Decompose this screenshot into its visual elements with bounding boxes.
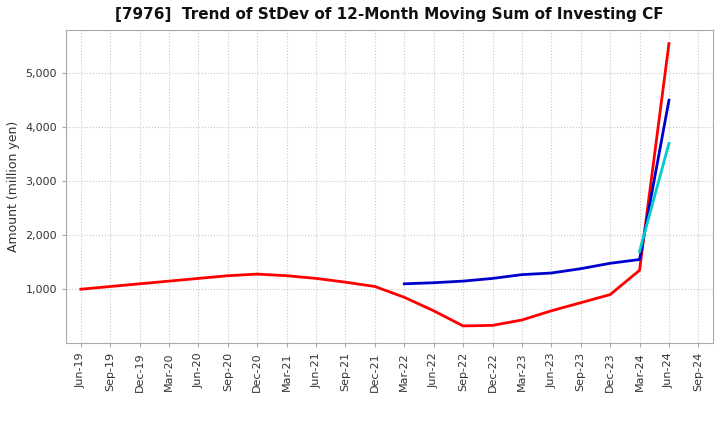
5 Years: [488, 276, 497, 281]
3 Years: [429, 308, 438, 313]
5 Years: [547, 270, 556, 275]
3 Years: [135, 281, 144, 286]
3 Years: [223, 273, 232, 279]
3 Years: [518, 317, 526, 323]
5 Years: [665, 98, 673, 103]
5 Years: [459, 279, 467, 284]
3 Years: [76, 286, 85, 292]
3 Years: [577, 300, 585, 305]
5 Years: [429, 280, 438, 286]
3 Years: [194, 276, 203, 281]
7 Years: [635, 249, 644, 254]
3 Years: [547, 308, 556, 313]
3 Years: [371, 284, 379, 289]
Line: 5 Years: 5 Years: [405, 100, 669, 284]
3 Years: [165, 279, 174, 284]
Y-axis label: Amount (million yen): Amount (million yen): [7, 121, 20, 252]
3 Years: [341, 279, 350, 285]
7 Years: [665, 141, 673, 146]
3 Years: [282, 273, 291, 279]
5 Years: [518, 272, 526, 277]
3 Years: [488, 323, 497, 328]
5 Years: [635, 257, 644, 262]
5 Years: [577, 266, 585, 271]
3 Years: [635, 268, 644, 273]
3 Years: [459, 323, 467, 329]
Line: 7 Years: 7 Years: [639, 143, 669, 251]
Line: 3 Years: 3 Years: [81, 44, 669, 326]
3 Years: [312, 276, 320, 281]
3 Years: [106, 284, 114, 289]
3 Years: [400, 295, 409, 300]
3 Years: [665, 41, 673, 46]
3 Years: [606, 292, 614, 297]
5 Years: [400, 281, 409, 286]
3 Years: [253, 271, 261, 277]
5 Years: [606, 260, 614, 266]
Title: [7976]  Trend of StDev of 12-Month Moving Sum of Investing CF: [7976] Trend of StDev of 12-Month Moving…: [115, 7, 664, 22]
